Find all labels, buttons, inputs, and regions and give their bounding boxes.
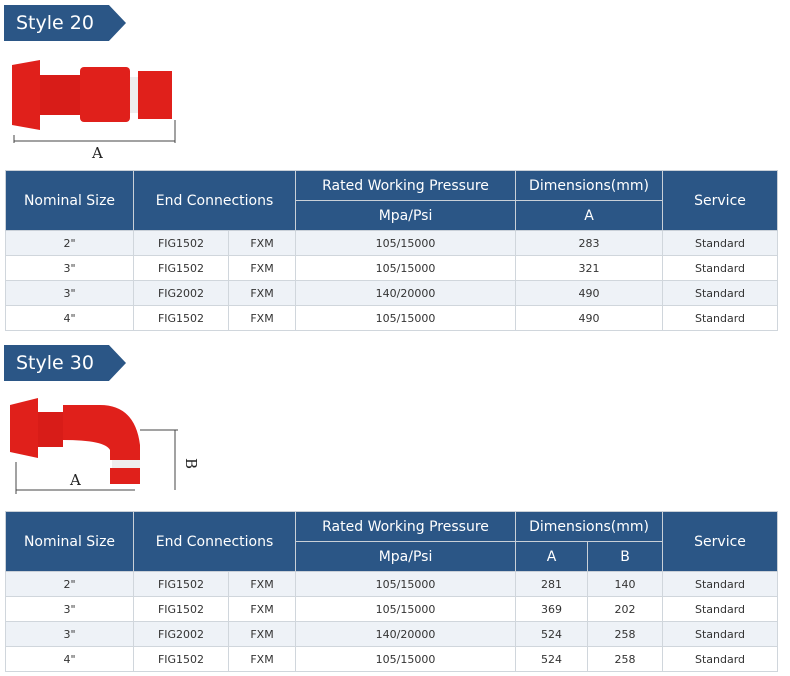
- cell-service: Standard: [662, 230, 779, 256]
- table-row: 3" FIG2002 FXM 140/20000 524 258 Standard: [5, 621, 779, 647]
- style-20-swivel-image: A: [12, 60, 176, 162]
- style-20-table: Nominal Size End Connections Rated Worki…: [5, 170, 779, 331]
- cell-size: 3": [5, 621, 134, 647]
- cell-conn: FXM: [227, 305, 297, 331]
- cell-b: 202: [587, 596, 664, 622]
- cell-a: 524: [515, 621, 589, 647]
- cell-fig: FIG2002: [133, 621, 229, 647]
- cell-pressure: 140/20000: [295, 621, 517, 647]
- cell-conn: FXM: [227, 571, 297, 597]
- cell-pressure: 105/15000: [295, 255, 517, 281]
- dim-label-a: A: [91, 144, 103, 162]
- header-dim-a: A: [515, 200, 664, 231]
- cell-pressure: 105/15000: [295, 646, 517, 672]
- style-20-banner: Style 20: [4, 5, 126, 41]
- table-row: 2" FIG1502 FXM 105/15000 281 140 Standard: [5, 571, 779, 597]
- table-row: 2" FIG1502 FXM 105/15000 283 Standard: [5, 230, 779, 256]
- cell-pressure: 105/15000: [295, 305, 517, 331]
- cell-size: 3": [5, 255, 134, 281]
- style-30-swivel-image: A B: [10, 398, 200, 494]
- cell-fig: FIG1502: [133, 255, 229, 281]
- cell-a: 321: [515, 255, 664, 281]
- cell-fig: FIG1502: [133, 571, 229, 597]
- cell-service: Standard: [662, 596, 779, 622]
- cell-fig: FIG1502: [133, 230, 229, 256]
- header-dimensions: Dimensions(mm): [515, 511, 664, 542]
- cell-fig: FIG2002: [133, 280, 229, 306]
- cell-a: 524: [515, 646, 589, 672]
- header-dimensions: Dimensions(mm): [515, 170, 664, 201]
- header-nominal-size: Nominal Size: [5, 170, 134, 231]
- header-pressure: Rated Working Pressure: [295, 511, 517, 542]
- cell-size: 3": [5, 596, 134, 622]
- cell-a: 281: [515, 571, 589, 597]
- cell-b: 258: [587, 621, 664, 647]
- cell-a: 490: [515, 305, 664, 331]
- cell-b: 258: [587, 646, 664, 672]
- dim-label-b: B: [182, 458, 200, 469]
- header-dim-a: A: [515, 541, 589, 572]
- cell-conn: FXM: [227, 621, 297, 647]
- header-end-connections: End Connections: [132, 170, 297, 231]
- cell-size: 4": [5, 646, 134, 672]
- header-nominal-size: Nominal Size: [5, 511, 134, 572]
- header-end-connections: End Connections: [132, 511, 297, 572]
- cell-a: 369: [515, 596, 589, 622]
- table-row: 3" FIG2002 FXM 140/20000 490 Standard: [5, 280, 779, 306]
- cell-service: Standard: [662, 280, 779, 306]
- cell-service: Standard: [662, 305, 779, 331]
- cell-b: 140: [587, 571, 664, 597]
- cell-fig: FIG1502: [133, 596, 229, 622]
- header-dim-b: B: [587, 541, 664, 572]
- cell-conn: FXM: [227, 596, 297, 622]
- cell-conn: FXM: [227, 255, 297, 281]
- header-pressure-unit: Mpa/Psi: [295, 200, 517, 231]
- style-30-table: Nominal Size End Connections Rated Worki…: [5, 511, 779, 672]
- style-30-banner: Style 30: [4, 345, 126, 381]
- cell-a: 490: [515, 280, 664, 306]
- cell-pressure: 105/15000: [295, 596, 517, 622]
- table-row: 4" FIG1502 FXM 105/15000 524 258 Standard: [5, 646, 779, 672]
- header-pressure-unit: Mpa/Psi: [295, 541, 517, 572]
- cell-pressure: 105/15000: [295, 571, 517, 597]
- cell-service: Standard: [662, 621, 779, 647]
- cell-conn: FXM: [227, 280, 297, 306]
- cell-conn: FXM: [227, 230, 297, 256]
- cell-fig: FIG1502: [133, 305, 229, 331]
- cell-size: 2": [5, 571, 134, 597]
- cell-service: Standard: [662, 571, 779, 597]
- table-row: 4" FIG1502 FXM 105/15000 490 Standard: [5, 305, 779, 331]
- cell-fig: FIG1502: [133, 646, 229, 672]
- table-row: 3" FIG1502 FXM 105/15000 321 Standard: [5, 255, 779, 281]
- header-pressure: Rated Working Pressure: [295, 170, 517, 201]
- header-service: Service: [662, 511, 779, 572]
- cell-pressure: 140/20000: [295, 280, 517, 306]
- table-row: 3" FIG1502 FXM 105/15000 369 202 Standard: [5, 596, 779, 622]
- cell-a: 283: [515, 230, 664, 256]
- cell-service: Standard: [662, 255, 779, 281]
- cell-size: 4": [5, 305, 134, 331]
- cell-pressure: 105/15000: [295, 230, 517, 256]
- header-service: Service: [662, 170, 779, 231]
- cell-size: 3": [5, 280, 134, 306]
- dim-label-a: A: [69, 471, 81, 489]
- cell-service: Standard: [662, 646, 779, 672]
- cell-conn: FXM: [227, 646, 297, 672]
- cell-size: 2": [5, 230, 134, 256]
